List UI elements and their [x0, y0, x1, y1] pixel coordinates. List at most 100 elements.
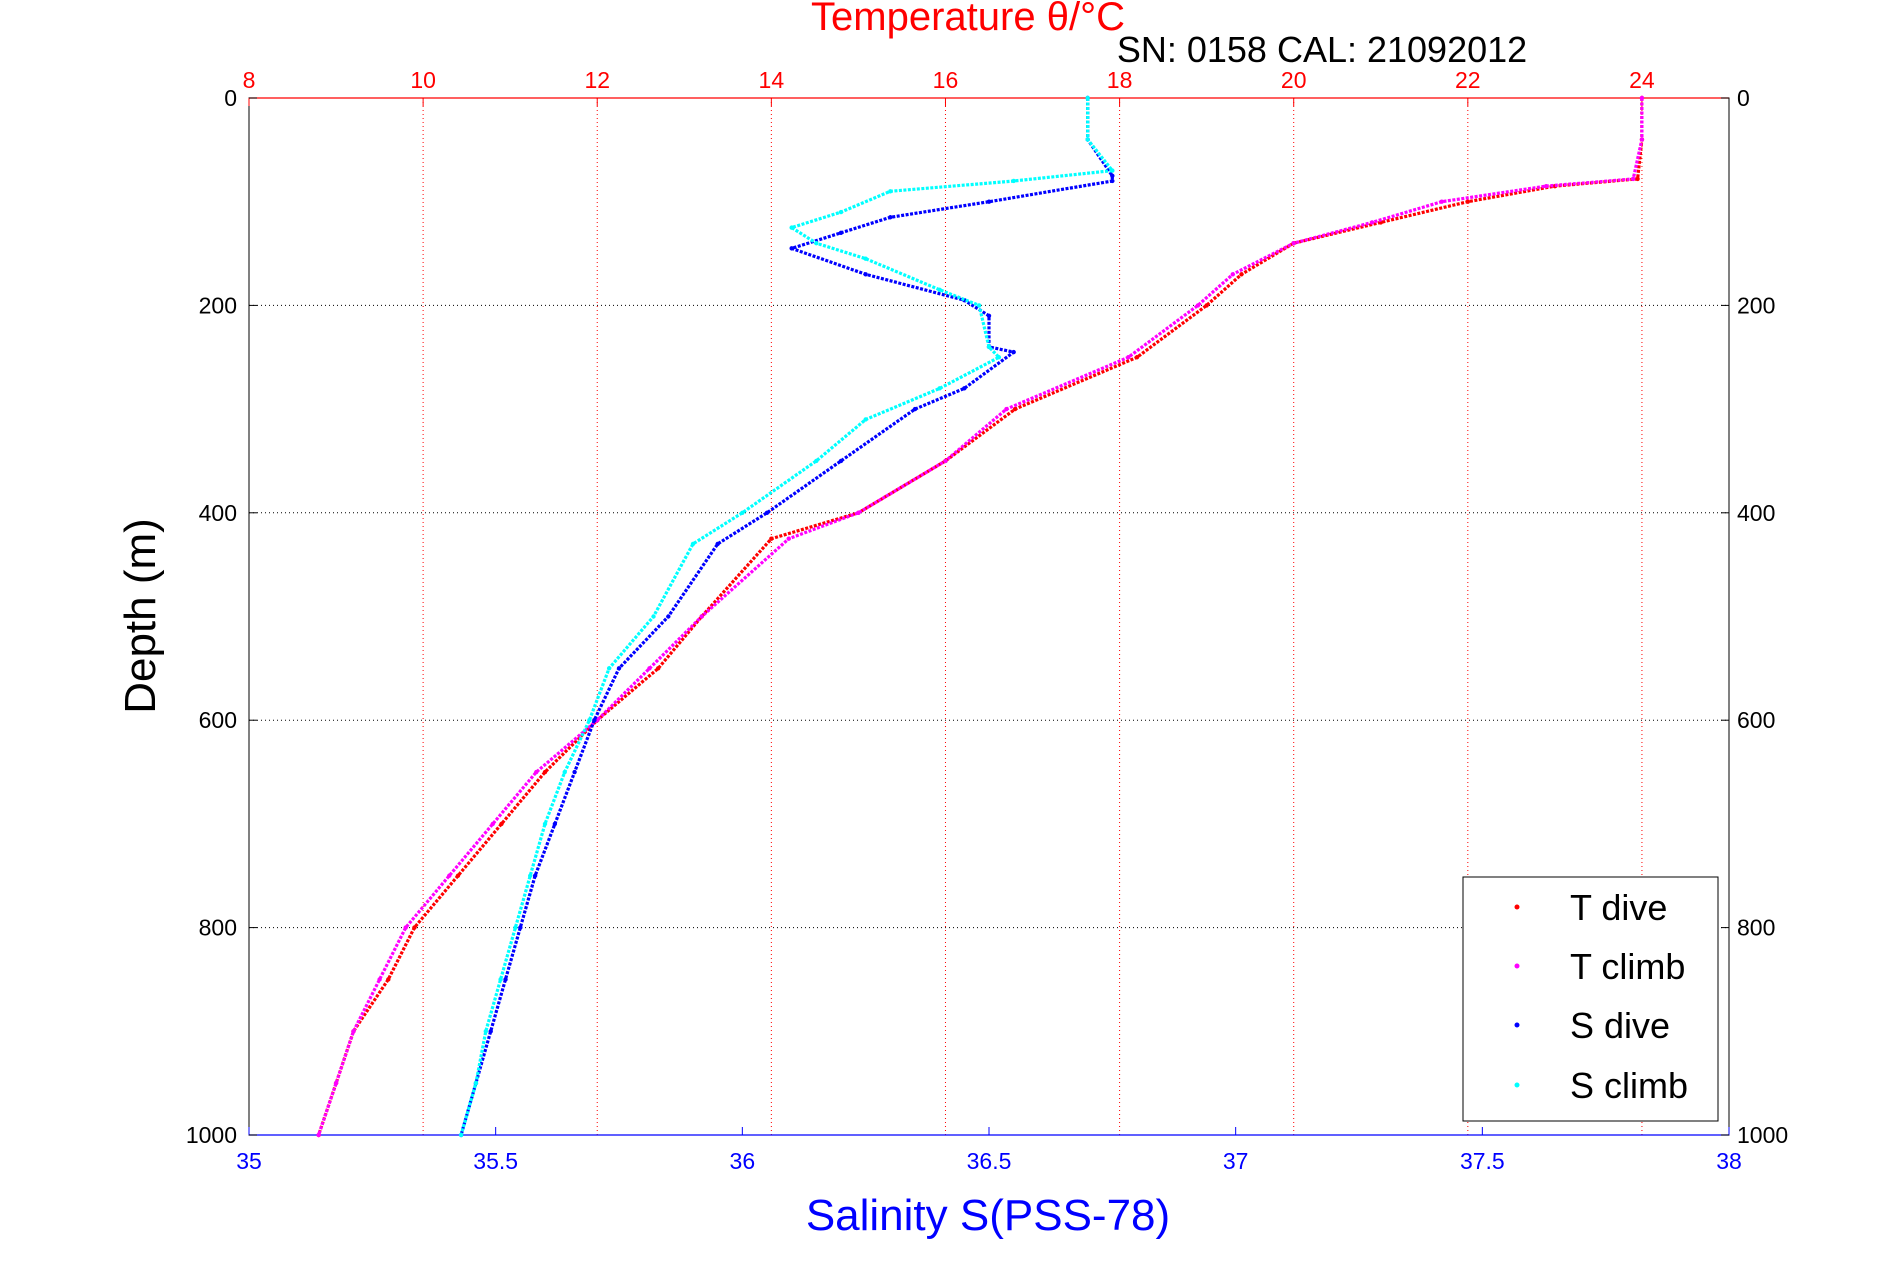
data-point-s-climb: [1085, 137, 1090, 142]
depth-tick-label-right: 0: [1737, 85, 1750, 111]
legend-box: [1462, 876, 1719, 1122]
data-point-t-climb: [647, 666, 652, 671]
data-point-s-dive: [962, 386, 967, 391]
data-point-t-dive: [455, 873, 461, 878]
data-point-s-climb: [937, 386, 942, 391]
data-point-t-dive: [1635, 176, 1640, 182]
data-point-s-climb: [1011, 178, 1016, 184]
data-point-s-climb: [863, 256, 868, 261]
data-point-t-dive: [655, 666, 661, 671]
data-point-s-climb: [937, 287, 942, 293]
data-point-t-dive: [1134, 355, 1140, 360]
legend: T dive T climb S dive S climb: [1462, 876, 1719, 1122]
data-point-t-climb: [1004, 406, 1009, 412]
data-point-t-climb: [377, 977, 382, 982]
data-point-t-climb: [1639, 95, 1645, 101]
depth-tick-label-left: 400: [199, 500, 237, 526]
data-point-s-climb: [1085, 95, 1090, 101]
data-point-s-climb: [651, 614, 656, 619]
data-point-s-climb: [458, 1132, 464, 1138]
data-point-t-climb: [1369, 220, 1375, 225]
data-point-t-climb: [1126, 355, 1131, 360]
data-point-s-climb: [587, 718, 592, 723]
y-axis-label: Depth (m): [116, 518, 165, 714]
data-point-s-dive: [764, 510, 770, 515]
data-point-t-climb: [786, 536, 791, 541]
salinity-tick-label: 37.5: [1460, 1148, 1505, 1174]
data-point-s-dive: [986, 199, 992, 204]
salinity-tick-label: 35.5: [473, 1148, 518, 1174]
data-point-t-dive: [412, 925, 417, 930]
data-point-s-climb: [740, 510, 745, 515]
data-point-s-climb: [473, 1080, 479, 1086]
data-point-s-climb: [814, 240, 819, 246]
data-point-s-climb: [606, 666, 612, 671]
data-point-s-climb: [528, 873, 533, 878]
data-point-s-dive: [1011, 349, 1016, 355]
temperature-tick-label: 18: [1107, 67, 1133, 93]
depth-tick-label-left: 600: [199, 707, 237, 733]
data-point-t-dive: [769, 536, 774, 541]
data-point-t-dive: [1204, 303, 1209, 308]
temperature-tick-label: 12: [584, 67, 610, 93]
salinity-tick-label: 37: [1223, 1148, 1249, 1174]
chart-subtitle: SN: 0158 CAL: 21092012: [1117, 29, 1527, 70]
data-point-s-climb: [542, 821, 548, 827]
data-point-t-climb: [943, 458, 948, 464]
data-point-s-climb: [976, 303, 982, 308]
data-point-s-climb: [996, 355, 1002, 360]
temperature-tick-label: 22: [1455, 67, 1481, 93]
chart-title: Temperature θ/°C: [811, 0, 1125, 39]
data-point-t-climb: [490, 821, 495, 827]
data-point-t-climb: [699, 614, 704, 619]
data-point-s-dive: [863, 272, 868, 277]
depth-tick-label-left: 200: [199, 292, 237, 318]
axis-ticks: 8 10 12 14 16 18 20 22 24 35 35.5 36 36.5 37 37.5 38 0 0 2…: [186, 67, 1788, 1174]
depth-tick-label-left: 0: [224, 85, 237, 111]
data-point-s-climb: [690, 541, 696, 547]
salinity-tick-label: 36.5: [967, 1148, 1012, 1174]
data-point-s-climb: [863, 417, 868, 422]
data-point-s-dive: [838, 230, 844, 236]
data-point-t-climb: [351, 1029, 356, 1034]
data-point-t-dive: [1012, 406, 1018, 412]
legend-label-t-dive: T dive: [1570, 887, 1667, 928]
legend-swatch-s-climb: [1514, 1082, 1520, 1088]
data-point-s-dive: [518, 925, 523, 930]
data-point-t-climb: [1439, 199, 1444, 204]
data-point-s-climb: [498, 977, 503, 982]
data-point-s-dive: [503, 977, 508, 982]
data-point-s-dive: [488, 1029, 493, 1034]
series-line-t-dive: [317, 98, 1644, 1136]
depth-tick-label-right: 1000: [1737, 1122, 1788, 1148]
series-line-s-dive: [459, 98, 1114, 1136]
depth-tick-label-right: 600: [1737, 707, 1775, 733]
data-point-t-climb: [1195, 303, 1201, 308]
legend-swatch-t-dive: [1514, 904, 1520, 910]
data-point-t-climb: [333, 1080, 339, 1086]
legend-label-s-climb: S climb: [1570, 1065, 1688, 1106]
data-point-s-climb: [789, 225, 794, 230]
data-point-s-climb: [814, 458, 819, 464]
depth-tick-label-left: 1000: [186, 1122, 237, 1148]
data-point-t-dive: [386, 977, 391, 982]
depth-tick-label-right: 400: [1737, 500, 1775, 526]
data-point-s-dive: [912, 406, 918, 412]
depth-tick-label-left: 800: [199, 915, 237, 941]
data-point-s-climb: [483, 1029, 488, 1034]
salinity-tick-label: 35: [236, 1148, 262, 1174]
data-point-t-climb: [403, 925, 408, 930]
data-point-s-dive: [888, 215, 893, 220]
data-point-s-dive: [572, 769, 577, 775]
data-series: [316, 95, 1645, 1138]
data-point-t-climb: [1230, 272, 1235, 277]
legend-swatch-t-climb: [1514, 963, 1520, 969]
data-point-t-climb: [1543, 183, 1549, 189]
data-point-s-dive: [616, 666, 622, 671]
data-point-s-dive: [666, 614, 671, 619]
salinity-tick-label: 38: [1716, 1148, 1742, 1174]
data-point-s-climb: [562, 769, 567, 775]
data-point-s-dive: [715, 541, 720, 547]
data-point-s-climb: [1110, 168, 1115, 173]
